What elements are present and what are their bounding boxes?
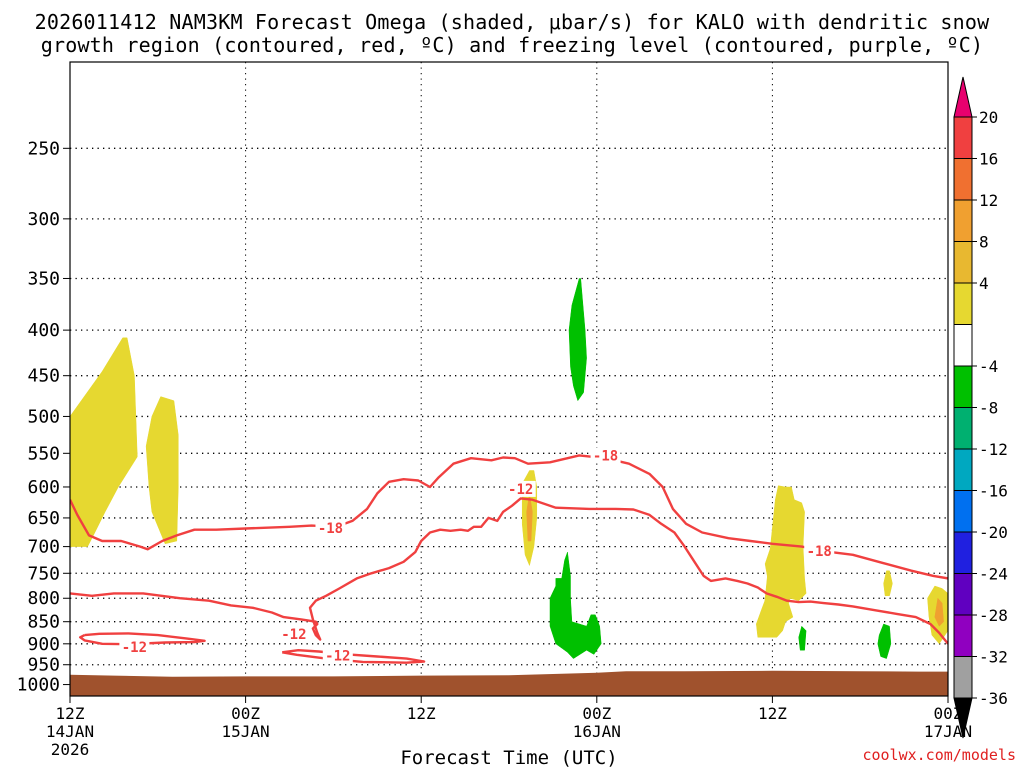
y-tick-label-700: 700 [27,537,60,558]
y-tick-label-500: 500 [27,406,60,427]
x-tick-date-1: 15JAN [222,722,270,741]
colorbar-box-8 [953,448,973,491]
colorbar-box-6 [953,365,973,408]
contour-label-0-2: -18 [593,448,618,464]
y-tick-label-350: 350 [27,268,60,289]
colorbar-label-2: 12 [979,191,998,210]
terrain-layer [70,670,948,696]
colorbar-box-0 [953,116,973,159]
terrain-fill [70,670,948,696]
x-tick-label-4: 12Z [758,704,787,723]
colorbar-label-8: -16 [979,482,1008,501]
x-tick-label-5: 00Z [934,704,963,723]
colorbar: 20 16 12 8 4 -4 -8 -12 -16 -20 -24 -28 -32 -36 [953,76,1008,739]
contour-label-1-0: -12 [508,482,533,498]
omega-region-8 [568,278,587,402]
colorbar-label-1: 16 [979,150,998,169]
contour-label-bg-0-2 [590,447,621,464]
x-tick-label-2: 12Z [407,704,436,723]
x-tick-label-3: 00Z [582,704,611,723]
colorbar-box-5 [953,324,973,367]
colorbar-label-10: -24 [979,565,1008,584]
x-tick-year-0: 2026 [51,740,90,759]
omega-shading-layer [70,278,948,659]
contour-label-bg-3-1 [278,626,309,643]
contour-label-3-1: -12 [281,627,306,643]
contour-label-0-1: -18 [807,544,832,560]
y-tick-label-850: 850 [27,612,60,633]
credit-text: coolwx.com/models [862,746,1016,764]
plot-frame [69,61,949,697]
colorbar-box-7 [953,407,973,450]
colorbar-box-4 [953,282,973,325]
colorbar-label-6: -8 [979,399,998,418]
contour-label-bg-0-0 [315,519,346,536]
colorbar-label-11: -28 [979,606,1008,625]
y-tick-label-900: 900 [27,634,60,655]
contour-label-bg-1-0 [505,480,536,497]
colorbar-label-7: -12 [979,440,1008,459]
colorbar-box-12 [953,614,973,657]
dendritic-contour-layer: -18 -18 -18 -12 -12 -12 -12 [70,447,948,665]
y-tick-label-250: 250 [27,138,60,159]
colorbar-box-2 [953,199,973,242]
omega-region-7 [934,597,944,627]
colorbar-label-0: 20 [979,108,998,127]
x-tick-label-0: 12Z [56,704,85,723]
omega-region-9 [549,552,602,659]
y-tick-label-950: 950 [27,655,60,676]
colorbar-label-13: -36 [979,689,1008,708]
contour-label-3-0: -12 [325,649,350,665]
x-tick-date-0: 14JAN [46,722,94,741]
contour-label-2-0: -12 [122,640,147,656]
omega-region-4 [756,485,807,638]
y-tick-label-1000: 1000 [17,675,60,696]
colorbar-label-5: -4 [979,357,998,376]
colorbar-label-4: 4 [979,274,989,293]
y-tick-label-400: 400 [27,320,60,341]
y-tick-label-650: 650 [27,508,60,529]
contour-label-bg-2-0 [119,639,150,656]
contour-line-1 [70,497,948,645]
omega-region-1 [145,396,179,545]
y-tick-label-600: 600 [27,477,60,498]
contour-line-2 [78,632,206,646]
x-tick-date-3: 16JAN [573,722,621,741]
colorbar-label-9: -20 [979,523,1008,542]
contour-label-bg-0-1 [804,542,835,559]
omega-region-5 [883,570,893,597]
contour-line-3 [281,649,426,664]
colorbar-label-3: 8 [979,233,989,252]
colorbar-top-triangle [953,76,973,118]
omega-region-11 [798,625,807,651]
colorbar-box-11 [953,573,973,616]
y-tick-label-750: 750 [27,563,60,584]
y-tick-label-300: 300 [27,209,60,230]
colorbar-box-13 [953,656,973,699]
y-tick-label-450: 450 [27,366,60,387]
colorbar-box-3 [953,241,973,284]
colorbar-box-10 [953,531,973,574]
contour-label-0-0: -18 [318,521,343,537]
chart-title-line-2: growth region (contoured, red, ºC) and f… [40,33,984,57]
x-tick-label-1: 00Z [231,704,260,723]
colorbar-label-12: -32 [979,648,1008,667]
y-tick-label-550: 550 [27,443,60,464]
x-axis-label: Forecast Time (UTC) [400,747,617,768]
contour-label-bg-3-0 [322,647,353,664]
colorbar-bottom-triangle [953,697,973,739]
contour-line-0 [70,454,948,580]
omega-region-10 [877,623,892,659]
chart-title-line-1: 2026011412 NAM3KM Forecast Omega (shaded… [34,10,990,34]
y-axis: 2503003504004505005506006507007508008509… [17,138,70,696]
colorbar-box-1 [953,158,973,201]
y-tick-label-800: 800 [27,588,60,609]
omega-region-0 [70,337,138,547]
colorbar-box-9 [953,490,973,533]
